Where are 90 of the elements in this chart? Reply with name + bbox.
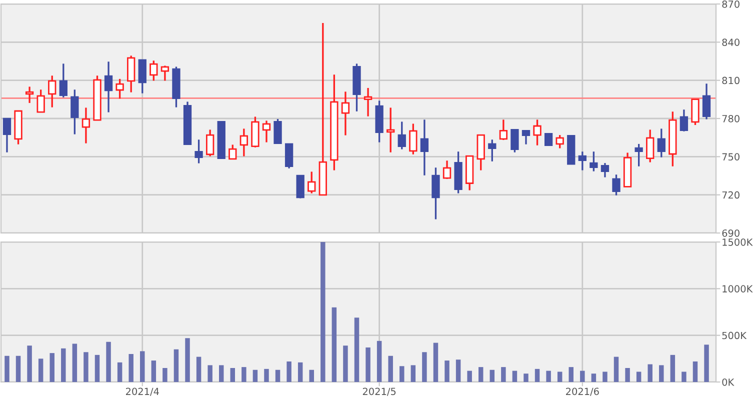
bar <box>659 365 664 382</box>
bar <box>208 365 212 382</box>
bar <box>106 342 111 382</box>
bar <box>343 346 348 382</box>
candlestick <box>330 74 338 172</box>
bar <box>185 338 190 382</box>
candlestick <box>25 86 34 104</box>
x-tick-label: 2021/6 <box>566 388 599 396</box>
x-tick-label: 2021/4 <box>126 388 159 396</box>
bar <box>625 368 630 382</box>
candlestick <box>82 106 90 144</box>
y-tick-label: 750 <box>722 153 740 160</box>
candlestick <box>341 90 350 136</box>
bar <box>546 370 551 382</box>
bar <box>320 242 326 382</box>
y-tick-label: 500K <box>722 332 747 340</box>
bar <box>275 370 280 382</box>
bar <box>140 351 145 382</box>
bar <box>456 360 461 382</box>
y-tick-label: 0K <box>722 378 734 386</box>
bar <box>512 370 518 382</box>
bar <box>602 372 608 382</box>
candlestick <box>206 128 214 158</box>
bar <box>94 354 100 382</box>
bar <box>196 356 202 382</box>
bar <box>298 362 303 382</box>
bar <box>50 353 54 382</box>
bar <box>72 344 78 382</box>
bar <box>682 372 686 382</box>
candlestick <box>104 60 113 114</box>
candlestick <box>262 120 271 144</box>
y-tick-label: 810 <box>722 76 740 84</box>
bar <box>4 356 10 382</box>
bar <box>128 354 134 382</box>
y-tick-label: 1500K <box>722 238 753 246</box>
bar <box>534 368 540 382</box>
bar <box>614 356 619 382</box>
bar <box>242 367 246 382</box>
bar <box>162 368 168 382</box>
bar <box>433 342 438 382</box>
bar <box>636 372 642 382</box>
bar <box>444 360 450 382</box>
bar <box>16 356 21 382</box>
bar <box>580 370 585 382</box>
bar <box>704 344 709 382</box>
bar <box>490 370 495 382</box>
y-tick-label: 1000K <box>722 285 753 292</box>
bar <box>218 365 224 382</box>
bar <box>332 307 337 382</box>
candlestick <box>160 64 170 82</box>
bar <box>410 365 416 382</box>
y-tick-label: 840 <box>722 38 740 46</box>
bar <box>286 361 292 382</box>
bar <box>524 374 528 382</box>
bar <box>117 362 122 382</box>
bar <box>264 368 269 382</box>
bar <box>591 374 596 382</box>
candlestick <box>702 82 711 120</box>
y-tick-label: 690 <box>722 229 740 237</box>
bar <box>309 370 314 382</box>
bar <box>400 366 404 382</box>
bar <box>376 340 382 382</box>
bar <box>27 346 32 382</box>
bar <box>467 370 472 382</box>
bar <box>692 361 698 382</box>
candlestick <box>240 128 248 158</box>
bar <box>388 356 393 382</box>
bar <box>366 347 370 382</box>
bar <box>84 352 88 382</box>
candlestick <box>364 87 372 118</box>
bar <box>648 364 652 382</box>
candlestick <box>386 106 395 154</box>
bar <box>61 348 66 382</box>
bar <box>230 368 236 382</box>
y-tick-label: 780 <box>722 114 740 122</box>
bar <box>354 318 360 382</box>
y-tick-label: 720 <box>722 191 740 199</box>
bar <box>557 372 562 382</box>
bar <box>252 370 258 382</box>
bar <box>568 367 574 382</box>
bar <box>38 358 44 382</box>
bar <box>478 367 484 382</box>
bar <box>422 352 427 382</box>
y-tick-label: 870 <box>722 0 740 8</box>
bar <box>670 354 676 382</box>
bar <box>151 360 156 382</box>
candlestick <box>420 118 429 176</box>
x-tick-label: 2021/5 <box>362 388 396 396</box>
bar <box>174 349 179 382</box>
bar <box>501 367 506 382</box>
